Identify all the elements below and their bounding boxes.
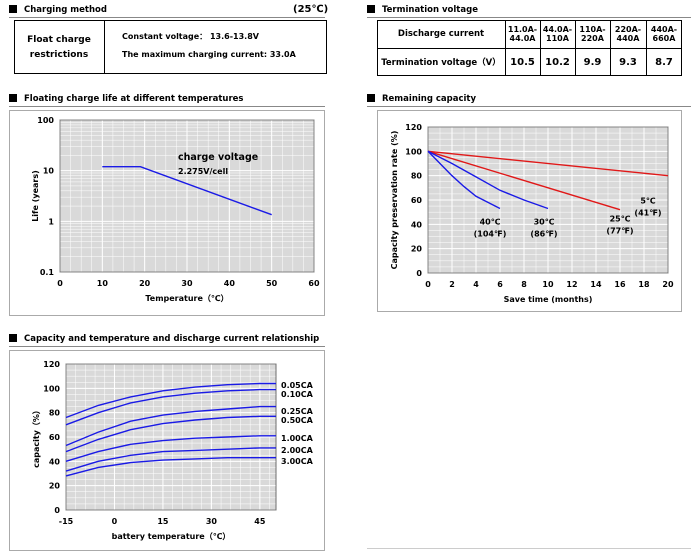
x-tick-label: 15	[157, 517, 169, 526]
x-tick-label: 30	[206, 517, 218, 526]
series-label: 0.05CA	[281, 381, 314, 390]
x-tick-label: 0	[112, 517, 118, 526]
y-tick-label: 60	[49, 433, 61, 442]
y-axis-label: capacity（%）	[31, 406, 41, 468]
series-label: 0.10CA	[281, 390, 314, 399]
series-label: 3.00CA	[281, 457, 314, 466]
x-axis-label: battery temperature（℃）	[112, 531, 231, 541]
y-tick-label: 80	[49, 409, 61, 418]
y-tick-label: 40	[49, 457, 61, 466]
series-label: 1.00CA	[281, 434, 314, 443]
x-tick-label: -15	[59, 517, 74, 526]
series-label: 0.25CA	[281, 407, 314, 416]
series-label: 0.50CA	[281, 416, 314, 425]
series-label: 2.00CA	[281, 446, 314, 455]
y-tick-label: 120	[43, 360, 60, 369]
y-tick-label: 20	[49, 482, 61, 491]
x-tick-label: 45	[254, 517, 266, 526]
y-tick-label: 100	[43, 384, 60, 393]
y-tick-label: 0	[54, 506, 60, 515]
capacity-temp-chart: 0 20 40 60 80 100 120 -15 0 15 30 45 battery tempera…	[0, 0, 700, 560]
